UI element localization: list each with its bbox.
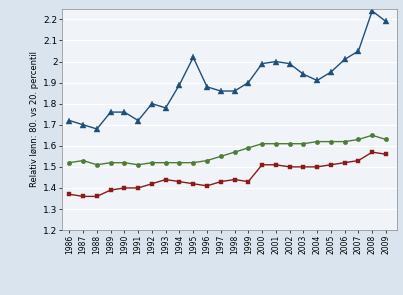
Y-axis label: Relativ lønn: 80. vs 20. percentil: Relativ lønn: 80. vs 20. percentil (30, 51, 39, 188)
